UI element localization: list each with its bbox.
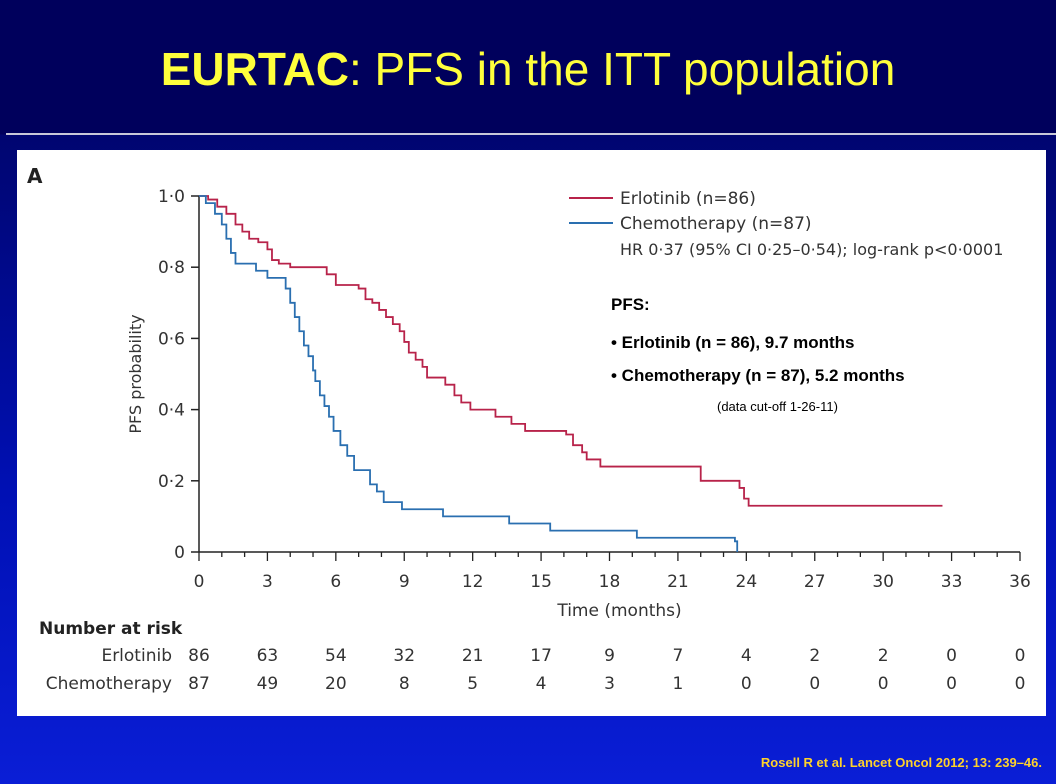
y-tick-label: 0·6 — [158, 329, 185, 349]
risk-count: 0 — [1015, 674, 1026, 694]
x-axis-label: Time (months) — [556, 601, 681, 621]
risk-row-label-erlotinib: Erlotinib — [101, 646, 172, 666]
title-bold: EURTAC — [160, 43, 349, 95]
x-tick-label: 30 — [872, 572, 894, 592]
risk-count: 32 — [393, 646, 415, 666]
x-tick-label: 27 — [804, 572, 826, 592]
y-tick-label: 0·4 — [158, 401, 185, 421]
x-tick-label: 15 — [530, 572, 552, 592]
y-tick-label: 0·2 — [158, 472, 185, 492]
risk-count: 5 — [467, 674, 478, 694]
x-tick-label: 36 — [1009, 572, 1031, 592]
risk-count: 20 — [325, 674, 347, 694]
pfs-line-chemotherapy: • Chemotherapy (n = 87), 5.2 months — [611, 366, 905, 385]
risk-count: 54 — [325, 646, 347, 666]
y-tick-label: 0·8 — [158, 258, 185, 278]
pfs-heading: PFS: — [611, 295, 650, 314]
x-tick-label: 9 — [399, 572, 410, 592]
legend-entry-erlotinib: Erlotinib (n=86) — [620, 189, 756, 209]
x-tick-label: 21 — [667, 572, 689, 592]
risk-count: 49 — [257, 674, 279, 694]
x-tick-label: 18 — [599, 572, 621, 592]
risk-count: 2 — [809, 646, 820, 666]
risk-count: 0 — [878, 674, 889, 694]
risk-count: 0 — [809, 674, 820, 694]
y-axis-label: PFS probability — [126, 314, 145, 433]
risk-table-title: Number at risk — [39, 619, 183, 639]
x-tick-label: 0 — [194, 572, 205, 592]
risk-count: 2 — [878, 646, 889, 666]
km-chart: A 00·20·40·60·81·0 0 3 6 9 12 15 18 21 24 27 30 33 3… — [27, 164, 1031, 694]
risk-count: 87 — [188, 674, 210, 694]
x-tick-label: 12 — [462, 572, 484, 592]
risk-count: 7 — [673, 646, 684, 666]
x-tick-label: 33 — [941, 572, 963, 592]
risk-count: 9 — [604, 646, 615, 666]
risk-count: 3 — [604, 674, 615, 694]
y-tick-label: 0 — [174, 543, 185, 563]
risk-count: 17 — [530, 646, 552, 666]
x-tick-label: 3 — [262, 572, 273, 592]
risk-count: 4 — [536, 674, 547, 694]
legend-hr-note: HR 0·37 (95% CI 0·25–0·54); log-rank p<0… — [620, 240, 1003, 259]
data-cutoff-note: (data cut-off 1-26-11) — [717, 399, 838, 414]
title-divider — [6, 133, 1056, 135]
x-tick-label: 6 — [330, 572, 341, 592]
risk-count: 21 — [462, 646, 484, 666]
slide-title: EURTAC: PFS in the ITT population — [0, 42, 1056, 96]
risk-count: 63 — [257, 646, 279, 666]
risk-count: 86 — [188, 646, 210, 666]
panel-label: A — [27, 164, 43, 188]
pfs-annotation: PFS: • Erlotinib (n = 86), 9.7 months • … — [611, 295, 981, 414]
title-bar — [0, 0, 1056, 134]
risk-count: 4 — [741, 646, 752, 666]
legend-entry-chemotherapy: Chemotherapy (n=87) — [620, 214, 812, 234]
title-rest: : PFS in the ITT population — [348, 43, 896, 95]
figure-panel: A 0 0·2 0·4 0·6 0·8 1·0 0 3 6 9 12 15 18 21 24 27 30 33 3… — [17, 150, 1046, 716]
series-erlotinib-curve — [199, 195, 943, 507]
citation: Rosell R et al. Lancet Oncol 2012; 13: 2… — [760, 755, 1042, 770]
pfs-line-erlotinib: • Erlotinib (n = 86), 9.7 months — [611, 333, 855, 352]
risk-count: 1 — [673, 674, 684, 694]
risk-count: 0 — [1015, 646, 1026, 666]
risk-count: 8 — [399, 674, 410, 694]
series-chemotherapy-curve — [199, 195, 739, 552]
risk-count: 0 — [946, 646, 957, 666]
risk-row-label-chemotherapy: Chemotherapy — [46, 674, 172, 694]
y-tick-label: 1·0 — [158, 187, 185, 207]
risk-count: 0 — [946, 674, 957, 694]
risk-count: 0 — [741, 674, 752, 694]
x-tick-label: 24 — [736, 572, 758, 592]
